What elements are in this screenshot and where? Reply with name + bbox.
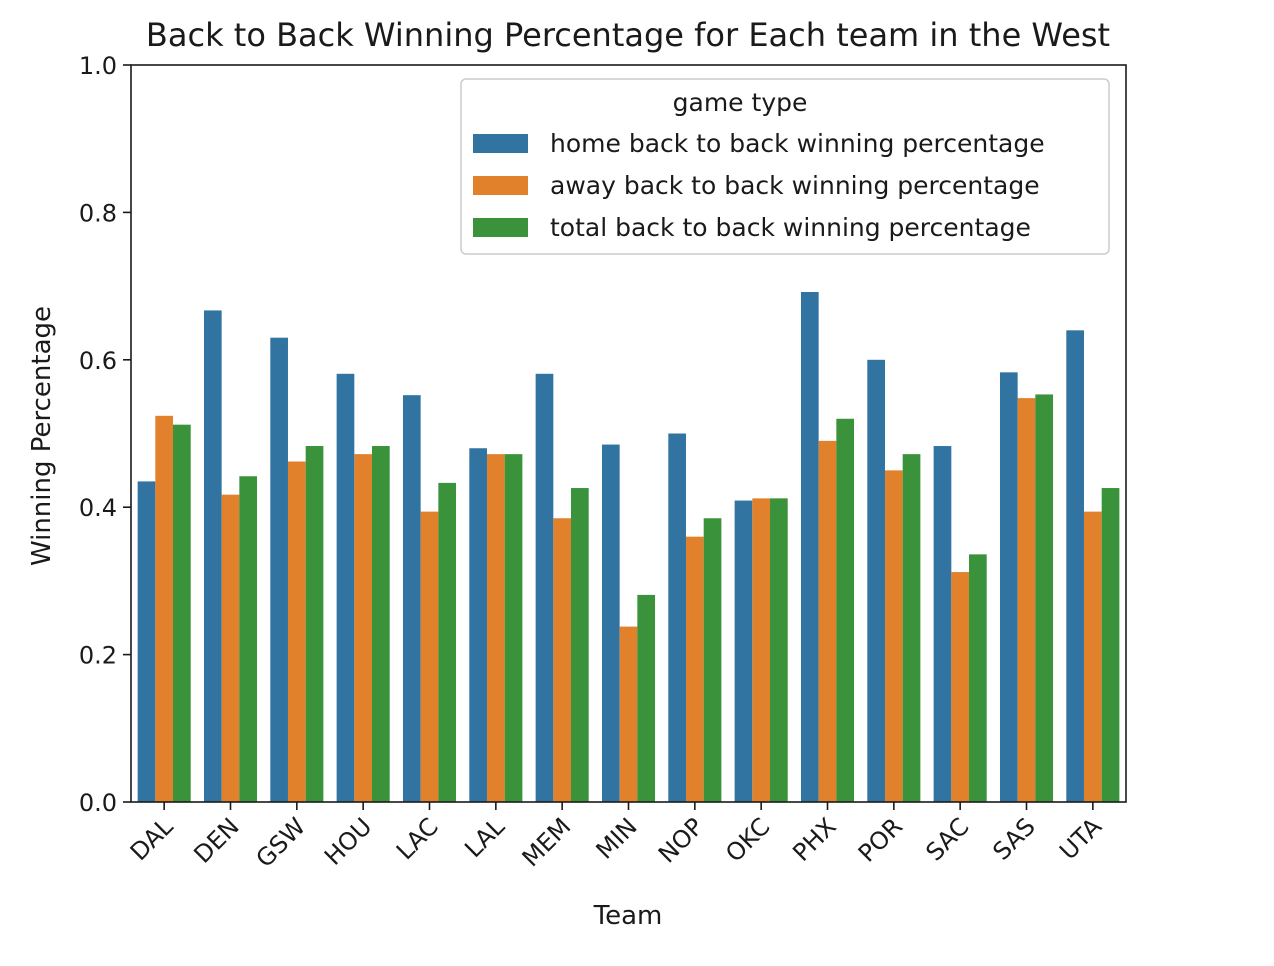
x-tick-label-den: DEN bbox=[188, 812, 244, 868]
bar-uta-series-3 bbox=[1101, 488, 1120, 802]
bar-dal-series-3 bbox=[173, 424, 191, 802]
bar-gsw-series-1 bbox=[270, 337, 288, 802]
y-tick-label-1: 0.2 bbox=[79, 642, 117, 670]
bar-lal-series-2 bbox=[486, 454, 505, 802]
bar-por-series-3 bbox=[902, 454, 921, 802]
bar-okc-series-1 bbox=[734, 500, 753, 802]
bar-min-series-1 bbox=[601, 444, 620, 802]
bar-gsw-series-3 bbox=[305, 446, 324, 802]
x-tick-label-okc: OKC bbox=[720, 812, 775, 867]
y-tick-label-3: 0.6 bbox=[79, 347, 117, 375]
legend-label-2: away back to back winning percentage bbox=[550, 171, 1040, 200]
bar-den-series-1 bbox=[203, 310, 222, 802]
bar-phx-series-3 bbox=[836, 418, 855, 802]
plot-area: 0.0 0.2 0.4 0.6 0.8 1.0 DAL DEN GSW HOU LAC LAL MEM M… bbox=[79, 52, 1127, 873]
bar-okc-series-3 bbox=[770, 498, 788, 802]
bar-uta-series-1 bbox=[1066, 330, 1084, 802]
bar-hou-series-1 bbox=[336, 373, 355, 802]
bar-min-series-2 bbox=[619, 626, 638, 802]
bar-hou-series-2 bbox=[354, 454, 373, 802]
x-tick-label-uta: UTA bbox=[1054, 812, 1107, 865]
bar-mem-series-3 bbox=[571, 488, 589, 802]
chart-title: Back to Back Winning Percentage for Each… bbox=[146, 16, 1110, 54]
x-tick-label-por: POR bbox=[853, 812, 908, 867]
bar-nop-series-2 bbox=[685, 536, 704, 802]
bar-uta-series-2 bbox=[1083, 511, 1102, 802]
bar-okc-series-2 bbox=[752, 498, 771, 802]
bar-min-series-3 bbox=[637, 594, 656, 802]
x-tick-label-phx: PHX bbox=[787, 812, 841, 866]
bar-sas-series-2 bbox=[1017, 398, 1036, 802]
bar-sas-series-3 bbox=[1035, 394, 1054, 802]
x-axis-label: Team bbox=[593, 901, 663, 931]
x-tick-label-hou: HOU bbox=[319, 812, 377, 870]
bar-dal-series-2 bbox=[155, 415, 174, 802]
y-tick-label-5: 1.0 bbox=[79, 52, 117, 80]
legend-box bbox=[460, 78, 1110, 255]
legend-label-3: total back to back winning percentage bbox=[550, 213, 1031, 242]
bar-lac-series-3 bbox=[438, 482, 457, 802]
bar-sac-series-3 bbox=[969, 554, 987, 802]
x-tick-label-nop: NOP bbox=[653, 812, 709, 868]
bar-lal-series-1 bbox=[469, 448, 487, 802]
bar-nop-series-1 bbox=[668, 433, 686, 802]
bar-den-series-3 bbox=[239, 476, 258, 802]
bar-por-series-2 bbox=[884, 470, 903, 802]
bar-lac-series-2 bbox=[420, 511, 439, 802]
bar-dal-series-1 bbox=[137, 481, 156, 802]
x-tick-label-dal: DAL bbox=[125, 812, 179, 866]
bar-hou-series-3 bbox=[372, 446, 390, 802]
y-axis-label: Winning Percentage bbox=[27, 306, 57, 566]
x-tick-label-min: MIN bbox=[591, 812, 643, 864]
legend-title: game type bbox=[673, 88, 808, 117]
bar-phx-series-1 bbox=[800, 292, 819, 802]
bar-phx-series-2 bbox=[818, 440, 837, 802]
bar-lac-series-1 bbox=[402, 395, 421, 802]
y-tick-label-2: 0.4 bbox=[79, 494, 117, 522]
legend-swatch-1 bbox=[473, 134, 528, 153]
legend-swatch-3 bbox=[473, 218, 528, 237]
bar-mem-series-2 bbox=[553, 518, 572, 802]
x-tick-label-sas: SAS bbox=[987, 812, 1040, 865]
x-tick-label-gsw: GSW bbox=[251, 812, 312, 873]
bar-den-series-2 bbox=[221, 494, 240, 802]
x-tick-label-lal: LAL bbox=[459, 812, 510, 863]
bar-sac-series-2 bbox=[951, 572, 970, 802]
bar-sas-series-1 bbox=[999, 372, 1018, 802]
legend-swatch-2 bbox=[473, 176, 528, 195]
x-tick-label-sac: SAC bbox=[920, 812, 974, 866]
bar-nop-series-3 bbox=[703, 518, 722, 802]
y-tick-label-0: 0.0 bbox=[79, 789, 117, 817]
legend: game type home back to back winning perce… bbox=[460, 78, 1110, 255]
legend-label-1: home back to back winning percentage bbox=[550, 129, 1045, 158]
bar-gsw-series-2 bbox=[287, 461, 306, 802]
bar-por-series-1 bbox=[867, 359, 885, 802]
y-tick-label-4: 0.8 bbox=[79, 199, 117, 227]
bar-sac-series-1 bbox=[933, 446, 952, 802]
x-tick-label-lac: LAC bbox=[391, 812, 444, 865]
bar-mem-series-1 bbox=[535, 373, 554, 802]
bar-lal-series-3 bbox=[504, 454, 523, 802]
x-tick-label-mem: MEM bbox=[517, 812, 577, 872]
